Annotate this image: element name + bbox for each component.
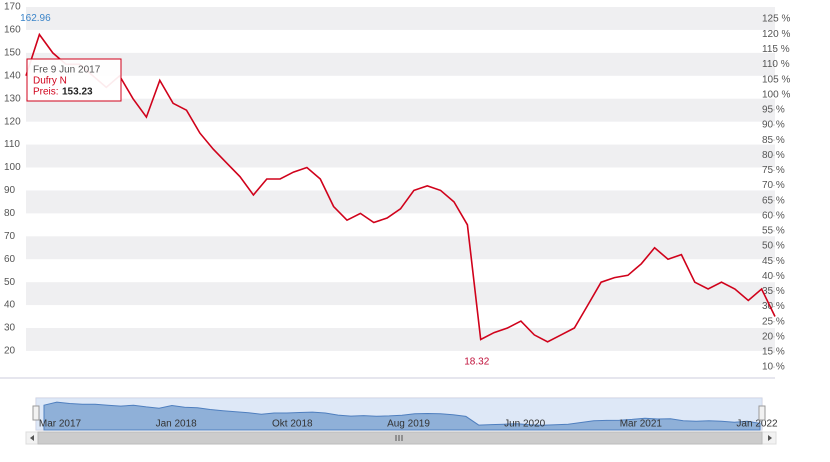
y2-tick-label: 90 % — [762, 120, 785, 131]
y2-tick-label: 70 % — [762, 180, 785, 191]
y-tick-label: 120 — [4, 116, 21, 127]
y2-tick-label: 115 % — [762, 44, 790, 55]
navigator-tick-label: Jan 2018 — [156, 419, 198, 430]
y2-tick-label: 45 % — [762, 256, 785, 267]
scroll-right[interactable] — [768, 435, 772, 441]
y2-tick-label: 15 % — [762, 347, 785, 358]
tooltip-value: 153.23 — [62, 87, 93, 98]
y2-tick-label: 85 % — [762, 135, 785, 146]
tooltip-date: Fre 9 Jun 2017 — [33, 65, 101, 76]
y2-tick-label: 25 % — [762, 316, 785, 327]
tooltip-label: Preis: — [33, 87, 59, 98]
y2-tick-label: 100 % — [762, 89, 790, 100]
price-line — [25, 32, 776, 343]
y-tick-label: 60 — [4, 254, 16, 265]
y-tick-label: 130 — [4, 93, 21, 104]
y2-tick-label: 50 % — [762, 241, 785, 252]
y-tick-label: 20 — [4, 346, 16, 357]
grid-band — [26, 144, 775, 168]
grid-band — [26, 98, 775, 122]
y-tick-label: 80 — [4, 208, 16, 219]
y-tick-label: 40 — [4, 300, 16, 311]
y2-tick-label: 105 % — [762, 74, 790, 85]
tooltip-series: Dufry N — [33, 76, 67, 87]
grid-band — [26, 282, 775, 306]
y-tick-label: 90 — [4, 185, 16, 196]
scrollbar-thumb[interactable] — [37, 431, 763, 445]
y-tick-label: 150 — [4, 47, 21, 58]
grid-band — [26, 7, 775, 30]
tooltip-box — [26, 58, 122, 102]
grid-band — [26, 190, 775, 214]
handle-left — [32, 405, 40, 421]
y2-tick-label: 35 % — [762, 286, 785, 297]
navigator-tick-label: Aug 2019 — [387, 419, 430, 430]
y2-tick-label: 95 % — [762, 105, 785, 116]
scroll-left[interactable] — [30, 435, 34, 441]
y2-tick-label: 40 % — [762, 271, 785, 282]
y-tick-label: 160 — [4, 25, 21, 36]
annotation: 18.32 — [464, 356, 489, 367]
y2-tick-label: 60 % — [762, 210, 785, 221]
navigator-tick-label: Mar 2021 — [620, 419, 663, 430]
y2-tick-label: 10 % — [762, 362, 785, 373]
annotation: 162.96 — [20, 13, 51, 24]
navigator-tick-label: Okt 2018 — [272, 419, 313, 430]
y-tick-label: 70 — [4, 231, 16, 242]
navigator-tick-label: Mar 2017 — [39, 419, 82, 430]
y2-tick-label: 120 % — [762, 29, 790, 40]
y2-tick-label: 65 % — [762, 195, 785, 206]
y-tick-label: 100 — [4, 162, 21, 173]
grid-band — [26, 52, 775, 76]
y2-tick-label: 125 % — [762, 14, 790, 25]
grid-band — [26, 328, 775, 351]
navigator-tick-label: Jun 2020 — [504, 419, 546, 430]
y-tick-label: 50 — [4, 277, 16, 288]
y-tick-label: 30 — [4, 323, 16, 334]
y-tick-label: 140 — [4, 70, 21, 81]
y2-tick-label: 55 % — [762, 226, 785, 237]
y2-tick-label: 75 % — [762, 165, 785, 176]
y-tick-label: 170 — [4, 2, 21, 13]
y2-tick-label: 20 % — [762, 331, 785, 342]
handle-right — [758, 405, 766, 421]
y2-tick-label: 80 % — [762, 150, 785, 161]
navigator-tick-label: Jan 2022 — [736, 419, 778, 430]
grid-band — [26, 236, 775, 260]
y2-tick-label: 110 % — [762, 59, 790, 70]
y-tick-label: 110 — [4, 139, 20, 150]
navigator-area — [43, 401, 761, 431]
tooltip: Fre 9 Jun 2017 Dufry N Preis: 153.23 — [26, 58, 122, 102]
y2-tick-label: 30 % — [762, 301, 785, 312]
